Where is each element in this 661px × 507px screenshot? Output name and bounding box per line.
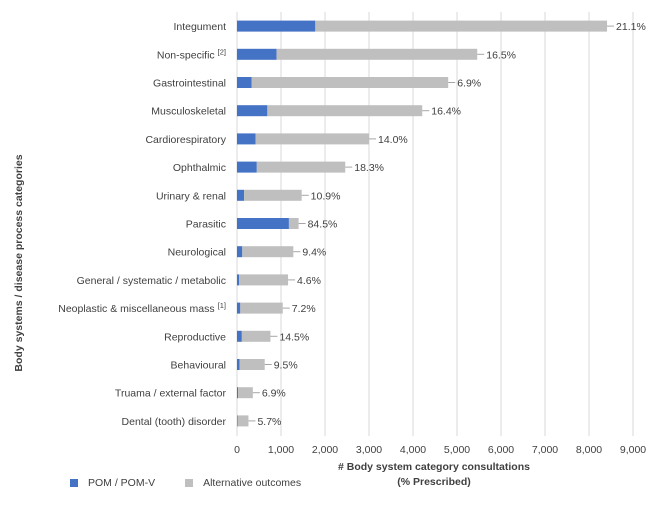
bar-alternative-14 bbox=[237, 415, 249, 427]
data-label-3: 16.4% bbox=[431, 106, 461, 118]
data-label-9: 4.6% bbox=[297, 275, 321, 287]
labels: 0 1,000 2,000 3,000 4,000 5,000 6,000 7,000 8,00… bbox=[58, 21, 646, 456]
bar-pom-12 bbox=[237, 359, 240, 370]
legend-item-alternative: Alternative outcomes bbox=[185, 477, 301, 489]
y-axis-title: Body systems / disease process categorie… bbox=[13, 154, 25, 371]
bar-pom-11 bbox=[237, 330, 242, 342]
bar-alternative-4 bbox=[255, 133, 369, 145]
legend-swatch-alternative bbox=[185, 479, 194, 487]
bar-pom-10 bbox=[237, 302, 241, 314]
category-label-11: Reproductive bbox=[164, 331, 226, 343]
bar-alternative-2 bbox=[251, 77, 449, 88]
bar-pom-3 bbox=[237, 105, 268, 117]
data-label-7: 84.5% bbox=[308, 219, 338, 231]
bar-alternative-1 bbox=[276, 48, 478, 60]
bar-alternative-9 bbox=[239, 274, 289, 286]
data-label-0: 21.1% bbox=[616, 21, 646, 33]
data-label-4: 14.0% bbox=[378, 134, 408, 146]
data-label-13: 6.9% bbox=[262, 388, 286, 400]
x-tick-label-0: 0 bbox=[234, 444, 240, 456]
data-label-12: 9.5% bbox=[274, 360, 298, 372]
bar-alternative-7 bbox=[288, 218, 299, 229]
bar-pom-9 bbox=[237, 274, 240, 286]
x-tick-label-7000: 7,000 bbox=[532, 444, 558, 456]
bar-pom-6 bbox=[237, 189, 245, 201]
bar-alternative-10 bbox=[240, 302, 283, 314]
data-label-1: 16.5% bbox=[486, 49, 516, 61]
bar-pom-2 bbox=[237, 77, 252, 88]
bars bbox=[237, 20, 608, 427]
bar-pom-4 bbox=[237, 133, 256, 145]
bar-alternative-0 bbox=[315, 20, 608, 32]
bar-alternative-3 bbox=[267, 105, 423, 117]
category-label-7: Parasitic bbox=[186, 219, 226, 231]
category-label-9: General / systematic / metabolic bbox=[77, 275, 226, 287]
bar-alternative-12 bbox=[239, 359, 265, 370]
legend-swatch-pom bbox=[70, 479, 78, 487]
data-label-6: 10.9% bbox=[311, 190, 341, 202]
category-label-1: Non-specific [2] bbox=[157, 47, 226, 61]
category-label-14: Dental (tooth) disorder bbox=[122, 416, 227, 428]
x-tick-label-5000: 5,000 bbox=[444, 444, 470, 456]
x-tick-label-2000: 2,000 bbox=[312, 444, 338, 456]
legend-item-pom: POM / POM-V bbox=[70, 477, 155, 489]
category-label-0: Integument bbox=[173, 21, 226, 33]
legend-label-alternative: Alternative outcomes bbox=[203, 477, 302, 489]
legend-label-pom: POM / POM-V bbox=[88, 477, 156, 489]
data-label-10: 7.2% bbox=[292, 303, 316, 315]
x-tick-label-6000: 6,000 bbox=[488, 444, 514, 456]
category-label-4: Cardiorespiratory bbox=[145, 134, 226, 146]
x-tick-label-3000: 3,000 bbox=[356, 444, 382, 456]
x-tick-label-9000: 9,000 bbox=[620, 444, 646, 456]
bar-pom-0 bbox=[237, 20, 316, 32]
x-tick-label-4000: 4,000 bbox=[400, 444, 426, 456]
bar-pom-8 bbox=[237, 246, 243, 258]
x-axis-title-line1: # Body system category consultations bbox=[338, 461, 530, 473]
bar-alternative-6 bbox=[244, 189, 302, 201]
bar-alternative-13 bbox=[238, 387, 253, 399]
category-label-13: Truama / external factor bbox=[115, 388, 227, 400]
data-label-11: 14.5% bbox=[279, 331, 309, 343]
data-label-14: 5.7% bbox=[257, 416, 281, 428]
data-label-2: 6.9% bbox=[457, 78, 481, 90]
bar-alternative-11 bbox=[241, 330, 271, 342]
data-label-5: 18.3% bbox=[354, 162, 384, 174]
category-label-6: Urinary & renal bbox=[156, 190, 226, 202]
category-label-5: Ophthalmic bbox=[173, 162, 226, 174]
category-label-8: Neurological bbox=[168, 247, 226, 259]
bar-pom-13 bbox=[237, 387, 239, 399]
category-label-10: Neoplastic & miscellaneous mass [1] bbox=[58, 301, 226, 315]
x-tick-label-1000: 1,000 bbox=[268, 444, 294, 456]
category-label-12: Behavioural bbox=[171, 360, 226, 372]
x-tick-label-8000: 8,000 bbox=[576, 444, 602, 456]
bar-pom-5 bbox=[237, 161, 257, 173]
legend: POM / POM-V Alternative outcomes bbox=[70, 477, 301, 489]
category-label-3: Musculoskeletal bbox=[151, 106, 226, 118]
bar-pom-1 bbox=[237, 48, 277, 60]
bar-alternative-8 bbox=[242, 246, 294, 258]
bar-pom-14 bbox=[237, 415, 238, 427]
bar-alternative-5 bbox=[256, 161, 346, 173]
category-label-2: Gastrointestinal bbox=[153, 78, 226, 90]
data-label-8: 9.4% bbox=[302, 247, 326, 259]
bar-pom-7 bbox=[237, 218, 289, 229]
x-axis-title-line2: (% Prescribed) bbox=[397, 476, 471, 488]
